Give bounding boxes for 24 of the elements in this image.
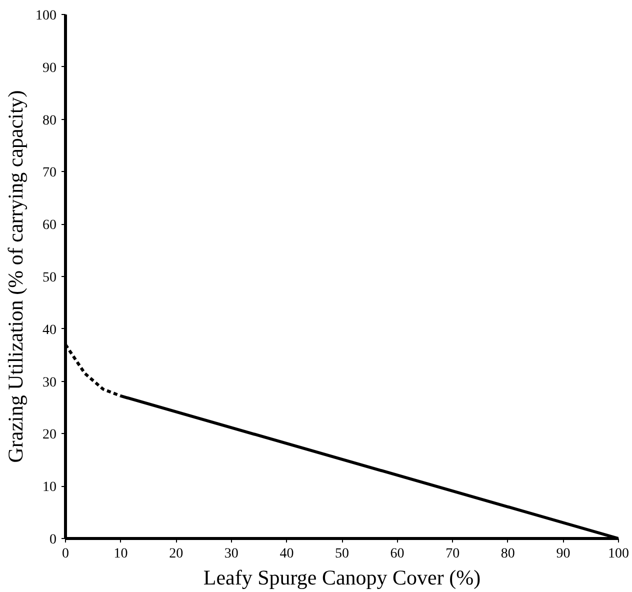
x-tick-label: 60 — [390, 546, 404, 562]
y-tick-label: 90 — [42, 60, 56, 76]
x-tick-label: 80 — [500, 546, 515, 562]
x-tick-label: 40 — [280, 546, 294, 562]
y-tick-label: 30 — [42, 375, 56, 390]
y-tick-label: 100 — [36, 8, 56, 24]
x-tick-label: 90 — [556, 546, 570, 562]
x-tick-label: 20 — [169, 546, 184, 562]
y-tick-label: 40 — [42, 322, 56, 338]
x-tick-label: 70 — [446, 546, 460, 562]
y-tick-label: 50 — [42, 270, 56, 286]
x-tick-label: 0 — [62, 546, 69, 562]
y-tick-label: 10 — [42, 480, 56, 496]
x-axis-title: Leafy Spurge Canopy Cover (%) — [203, 566, 481, 590]
x-tick-label: 100 — [608, 546, 629, 562]
y-tick-label: 60 — [42, 218, 56, 234]
x-tick-label: 50 — [335, 546, 349, 562]
y-tick-label: 70 — [42, 166, 56, 181]
x-tick-label: 30 — [224, 546, 238, 562]
x-tick-label: 10 — [114, 546, 128, 562]
y-tick-label: 80 — [42, 113, 56, 128]
y-tick-label: 20 — [42, 428, 56, 443]
y-axis-title: Grazing Utilization (% of carrying capacity) — [4, 90, 28, 463]
y-tick-label: 0 — [50, 532, 56, 548]
